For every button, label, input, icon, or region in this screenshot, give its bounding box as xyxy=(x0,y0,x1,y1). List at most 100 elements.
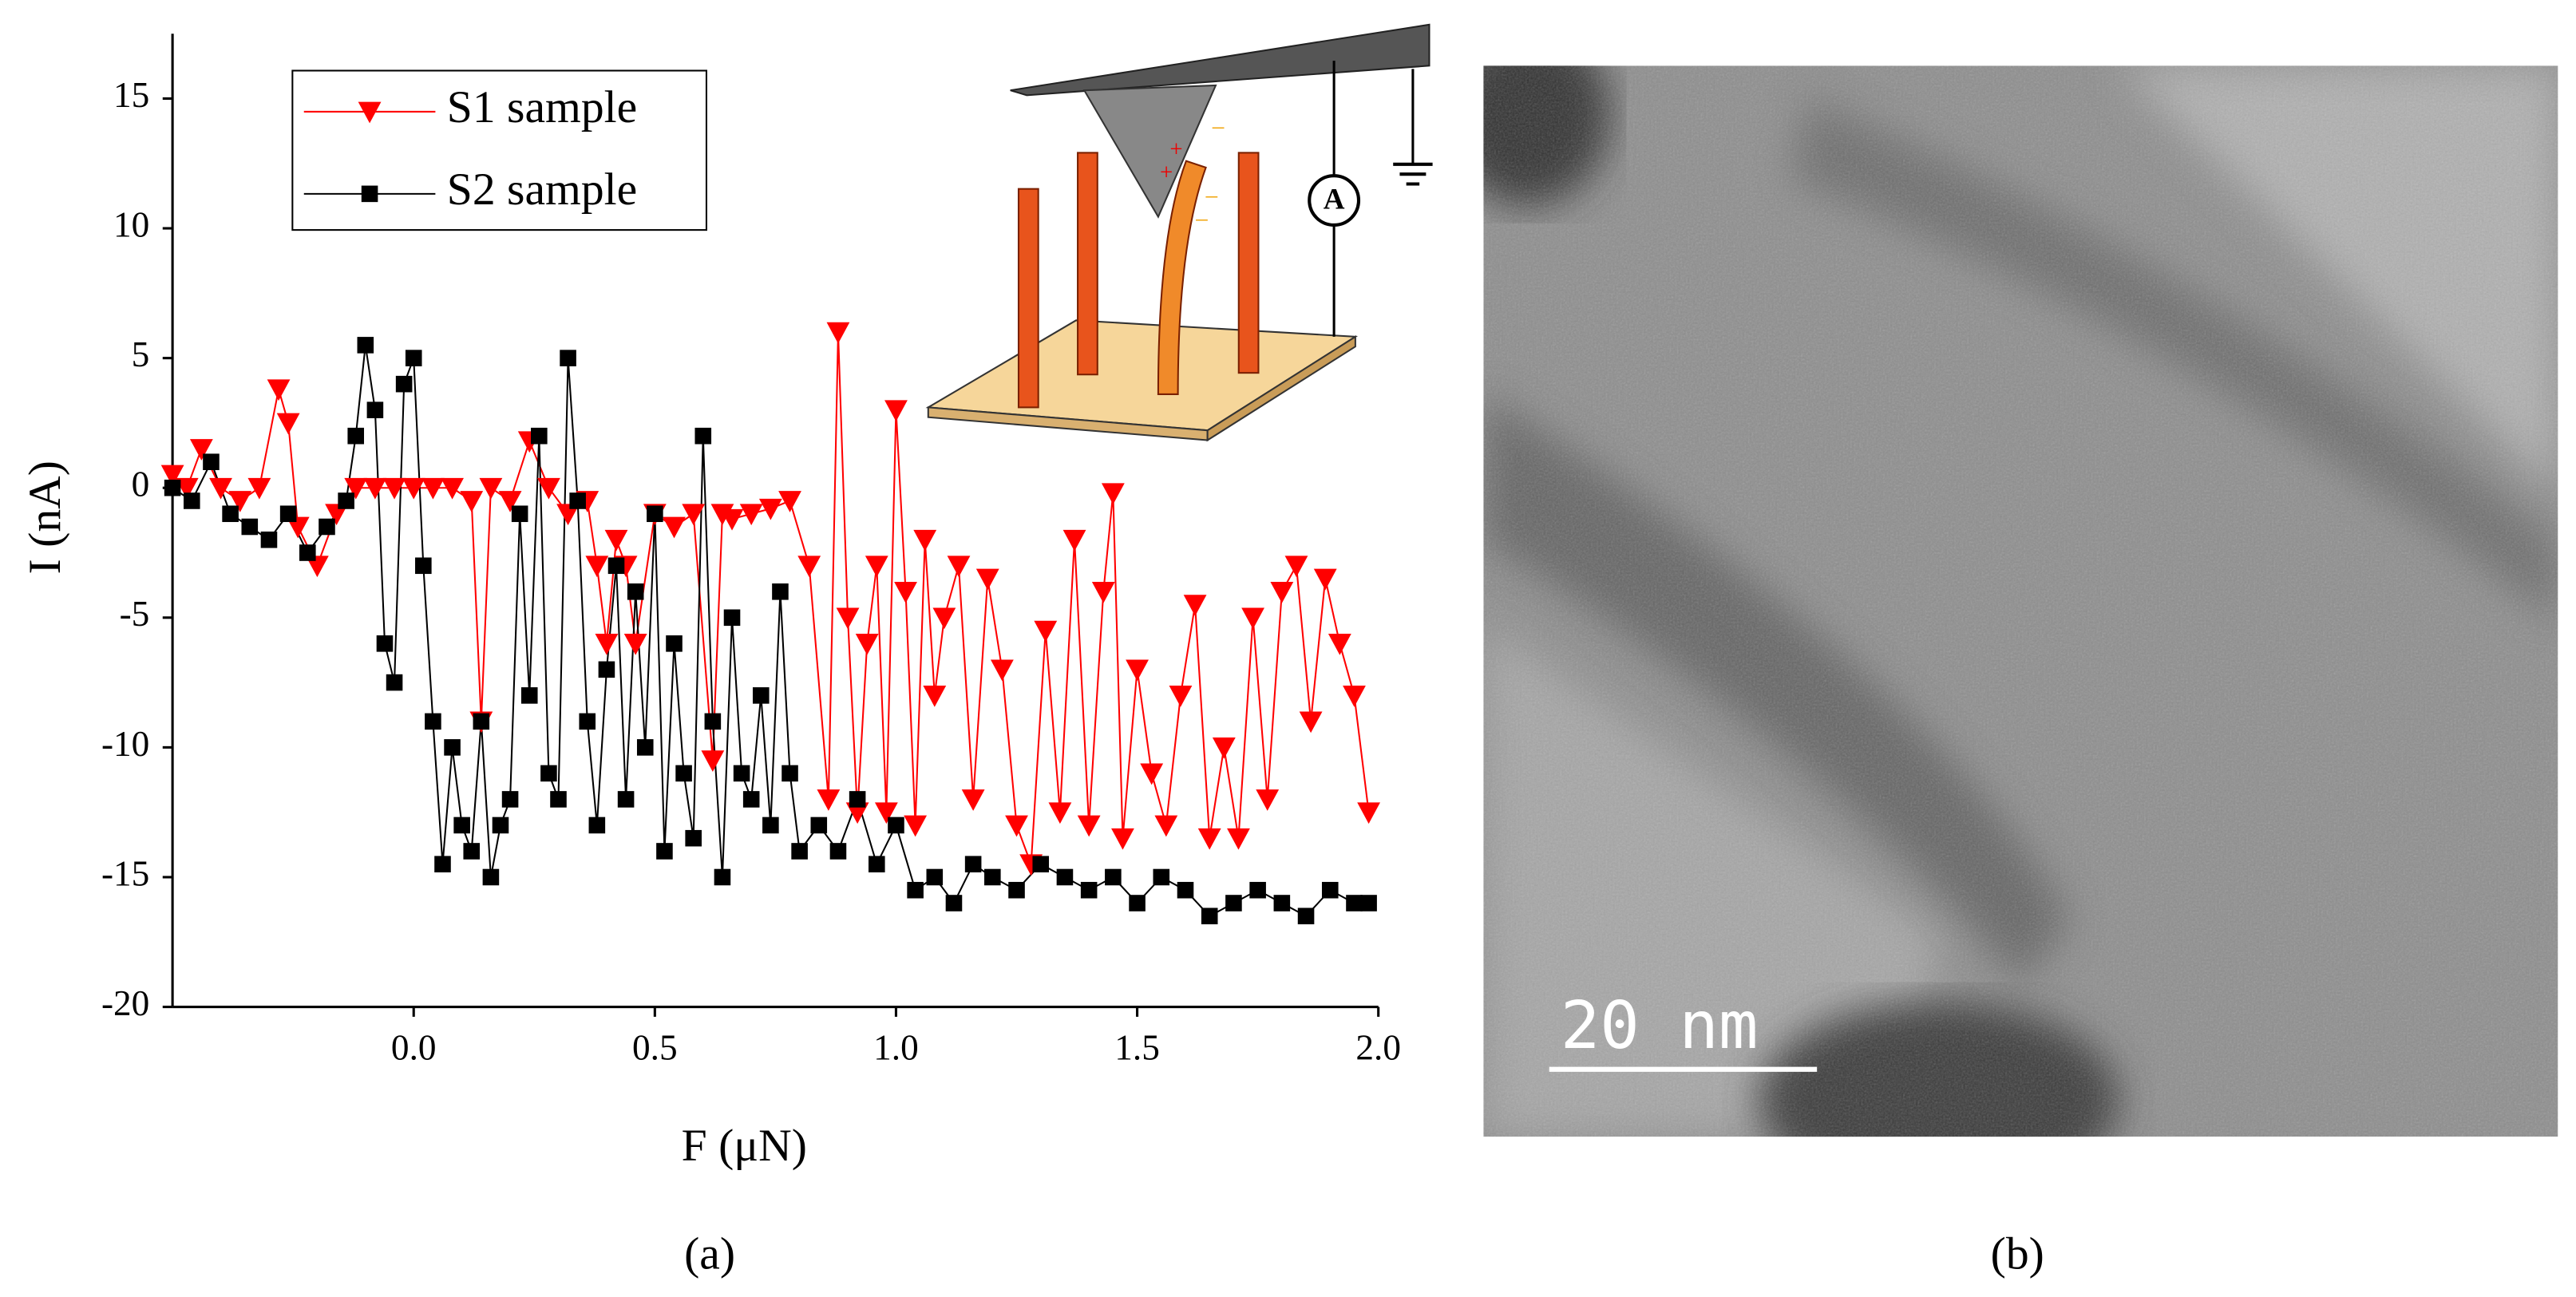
marker xyxy=(923,686,947,707)
marker xyxy=(607,557,625,575)
marker xyxy=(647,505,663,523)
marker xyxy=(550,791,567,808)
marker xyxy=(975,568,999,591)
marker xyxy=(829,843,847,860)
marker xyxy=(636,739,654,756)
marker xyxy=(869,856,885,873)
marker xyxy=(463,843,481,860)
marker xyxy=(441,477,464,500)
marker xyxy=(209,477,232,500)
marker xyxy=(742,791,760,808)
marker xyxy=(865,556,888,578)
marker xyxy=(357,337,374,354)
marker xyxy=(1201,908,1218,925)
marker xyxy=(425,713,441,730)
marker xyxy=(666,635,683,652)
marker xyxy=(338,492,354,509)
svg-text:–: – xyxy=(1205,183,1218,208)
marker xyxy=(160,465,184,487)
marker xyxy=(1241,607,1264,630)
marker xyxy=(617,791,635,808)
marker xyxy=(1091,581,1115,603)
marker xyxy=(537,477,560,500)
marker xyxy=(299,544,316,561)
marker xyxy=(247,477,271,500)
marker xyxy=(405,350,422,366)
marker xyxy=(1273,895,1291,911)
marker xyxy=(720,508,744,531)
y-tick-label: -5 xyxy=(120,594,150,634)
marker xyxy=(1077,815,1101,837)
marker xyxy=(1357,802,1381,824)
marker xyxy=(945,895,963,911)
y-tick-label: -15 xyxy=(101,853,149,893)
marker xyxy=(1256,789,1280,811)
marker xyxy=(361,185,378,203)
marker xyxy=(797,556,821,578)
marker xyxy=(267,379,291,401)
marker xyxy=(1297,908,1315,925)
y-tick-label: 5 xyxy=(132,334,150,374)
marker xyxy=(363,477,387,500)
marker xyxy=(826,322,850,344)
marker xyxy=(286,516,310,539)
marker xyxy=(1197,828,1221,850)
marker xyxy=(884,400,908,422)
marker xyxy=(894,581,917,603)
x-tick-label: 1.5 xyxy=(1114,1028,1160,1068)
marker xyxy=(694,427,712,445)
marker xyxy=(598,661,615,678)
marker xyxy=(1080,881,1098,899)
marker xyxy=(772,583,789,600)
marker xyxy=(595,633,619,655)
marker xyxy=(228,491,252,512)
scale-bar-label: 20 nm xyxy=(1561,988,1759,1064)
y-tick-label: 0 xyxy=(132,465,150,504)
marker xyxy=(376,635,394,652)
svg-text:–: – xyxy=(1195,205,1208,231)
marker xyxy=(932,607,956,630)
marker xyxy=(817,789,841,811)
marker xyxy=(366,401,384,418)
marker xyxy=(460,491,484,512)
marker xyxy=(1101,483,1125,505)
marker xyxy=(241,518,259,536)
marker xyxy=(501,791,519,808)
marker xyxy=(588,817,606,834)
marker xyxy=(260,531,278,548)
inset-diagram: + + – – – A xyxy=(925,23,1433,442)
marker xyxy=(810,817,828,834)
marker xyxy=(675,765,692,782)
marker xyxy=(358,101,382,124)
marker xyxy=(344,477,368,500)
marker xyxy=(347,427,365,445)
marker xyxy=(1129,895,1146,911)
marker xyxy=(531,427,548,445)
x-tick-label: 2.0 xyxy=(1355,1028,1401,1068)
marker xyxy=(627,583,644,600)
marker xyxy=(685,829,702,847)
marker xyxy=(964,856,982,873)
panel-label: (a) xyxy=(684,1229,735,1279)
marker xyxy=(183,492,200,509)
marker xyxy=(1032,856,1050,873)
marker xyxy=(723,609,741,627)
legend-label: S1 sample xyxy=(447,82,637,132)
marker xyxy=(1169,686,1193,707)
marker xyxy=(444,739,461,756)
marker xyxy=(1056,868,1074,886)
marker xyxy=(421,477,445,500)
marker xyxy=(663,516,686,539)
marker xyxy=(453,817,470,834)
ammeter-label: A xyxy=(1324,184,1345,216)
marker xyxy=(1328,633,1351,655)
marker xyxy=(382,477,406,500)
svg-text:+: + xyxy=(1169,136,1182,162)
marker xyxy=(752,687,770,704)
marker xyxy=(604,529,628,552)
marker xyxy=(874,802,898,824)
marker xyxy=(1153,868,1170,886)
marker xyxy=(1360,895,1377,911)
marker xyxy=(1034,620,1058,643)
marker xyxy=(305,556,329,578)
